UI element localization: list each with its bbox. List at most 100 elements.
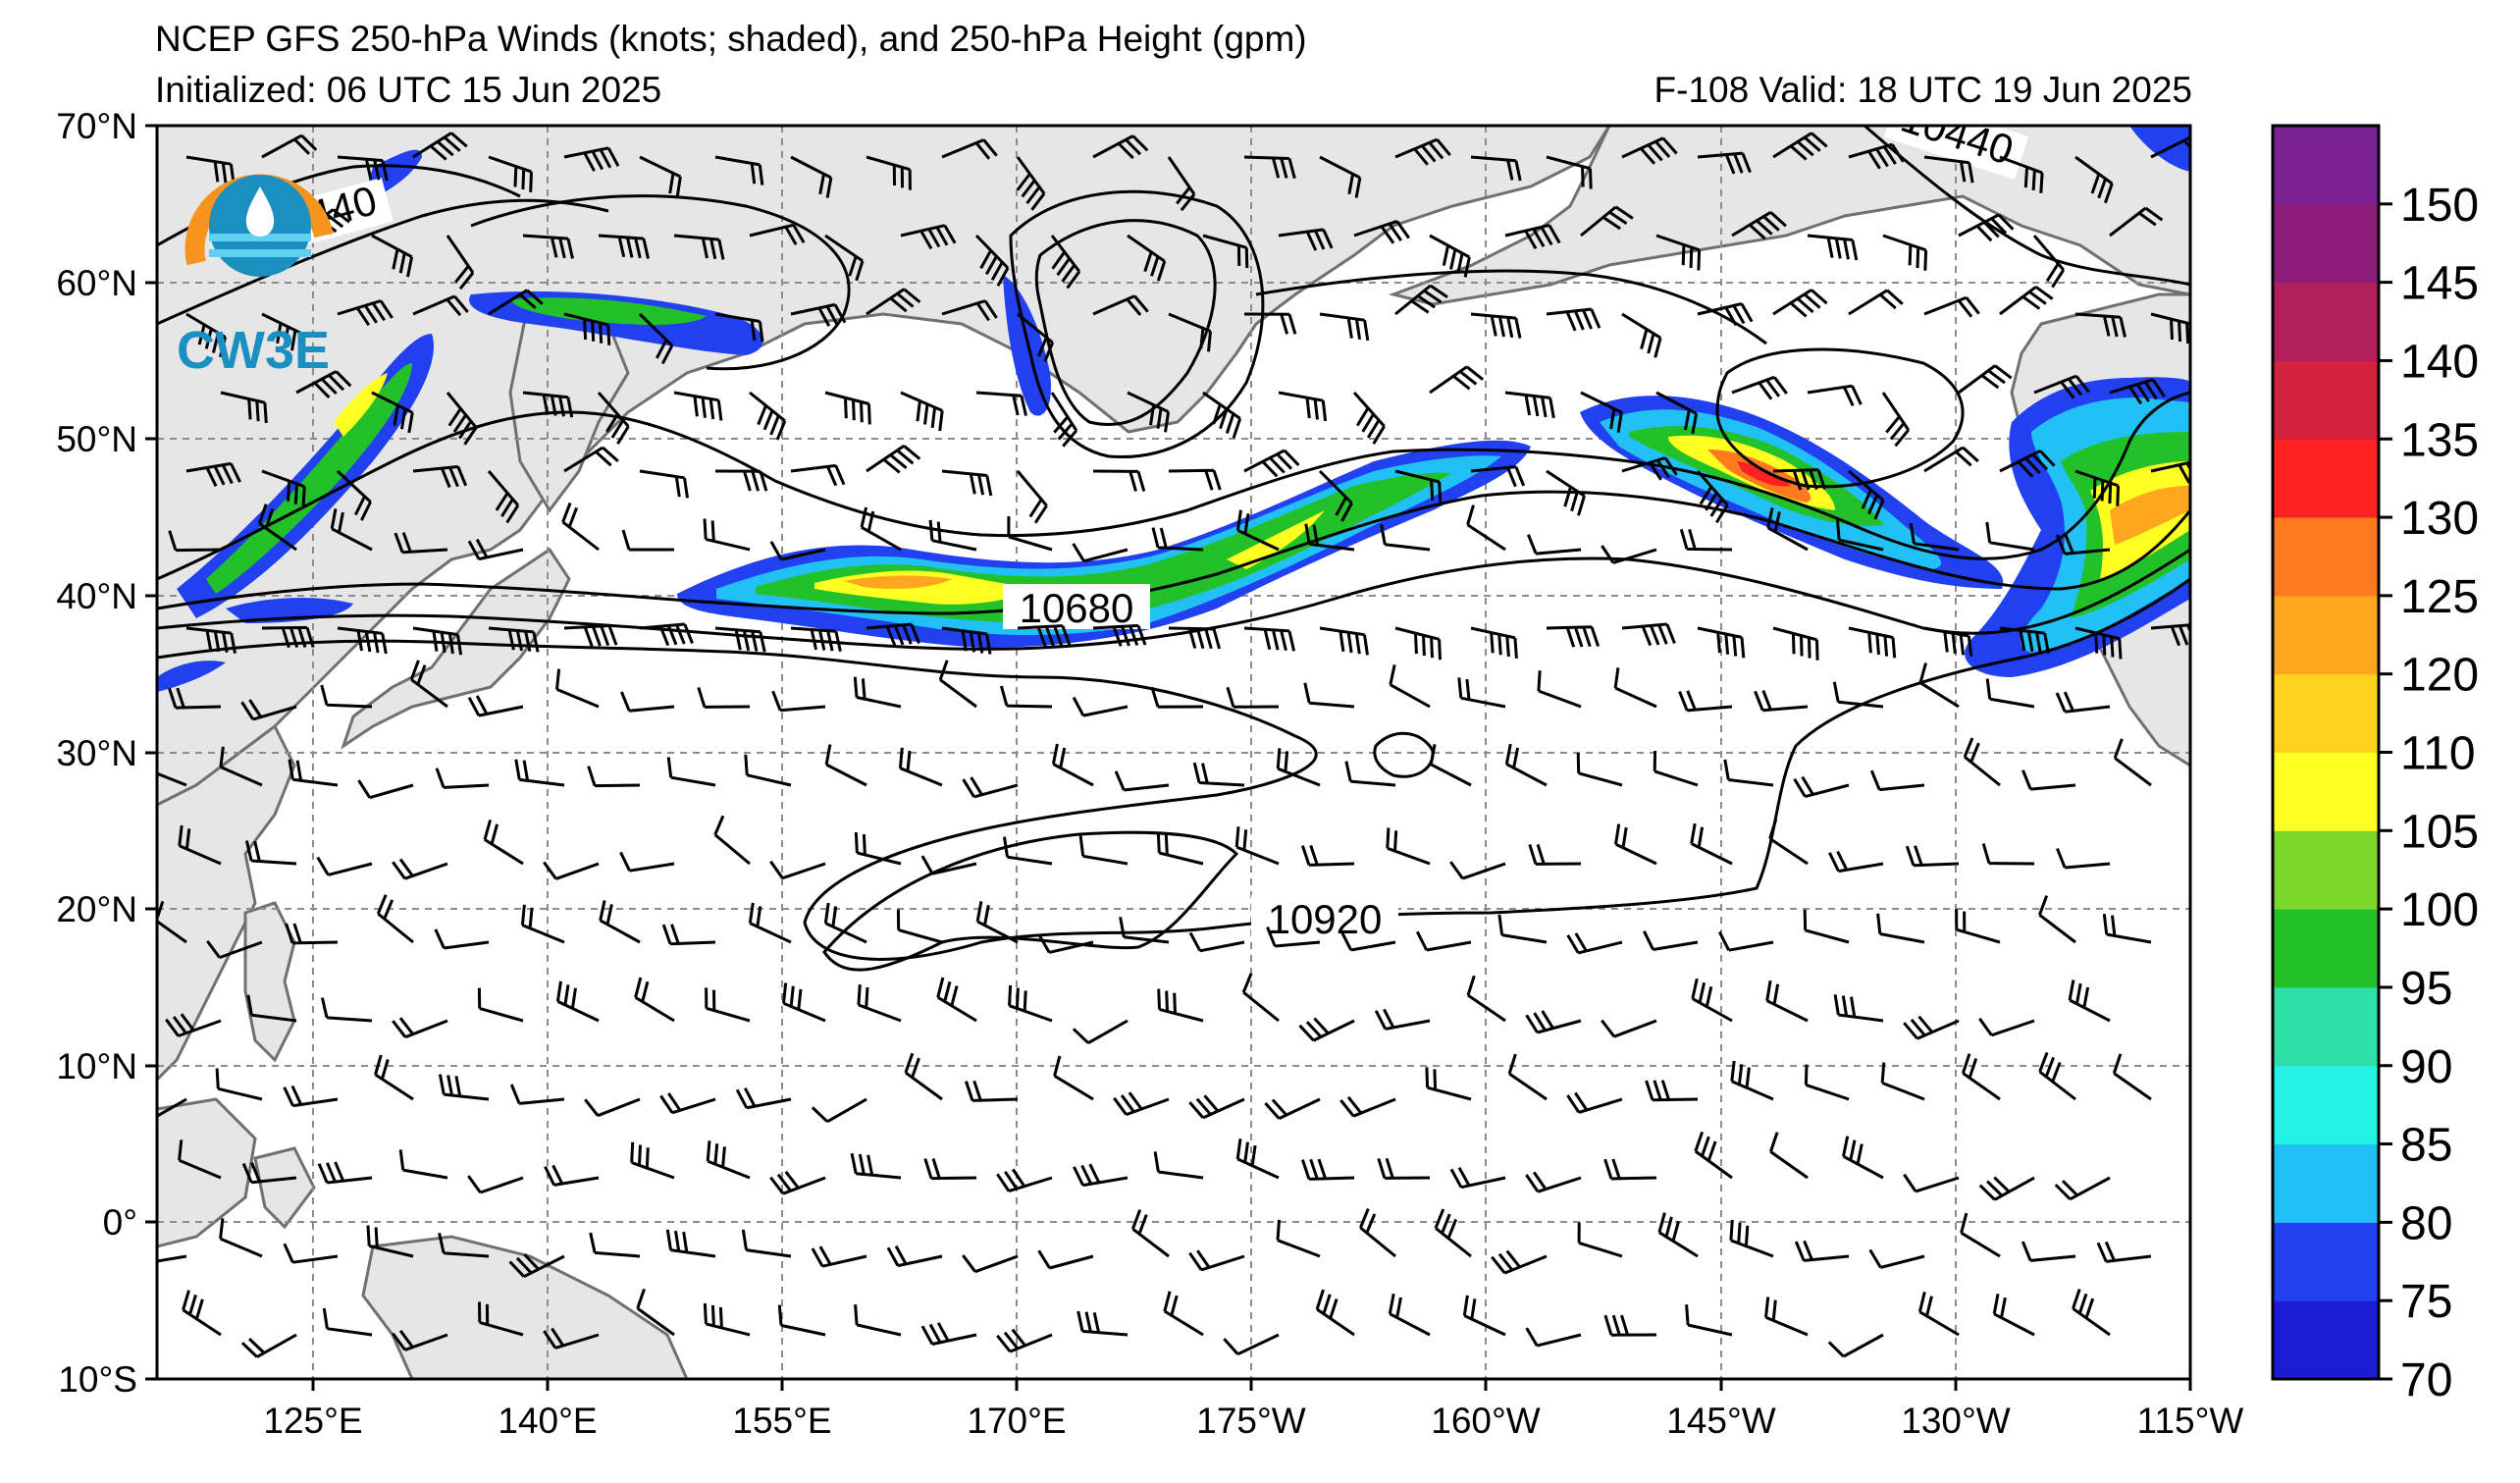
wind-barb — [1566, 1091, 1623, 1114]
wind-barb-shape — [1527, 534, 1582, 556]
wind-barb-shape — [1278, 391, 1328, 422]
wind-barb — [1092, 623, 1147, 647]
wind-barb — [246, 994, 297, 1023]
wind-barb-shape — [1470, 626, 1518, 659]
wind-barb-shape — [283, 1243, 339, 1264]
wind-barb-shape — [1836, 519, 1884, 552]
wind-barb-shape — [584, 1097, 641, 1118]
wind-barb-shape — [1394, 284, 1448, 316]
wind-barb-shape — [563, 146, 620, 172]
colorbar-tick-label: 90 — [2400, 1041, 2452, 1093]
wind-barb — [999, 685, 1053, 709]
wind-barb — [1449, 861, 1506, 880]
wind-barb — [257, 503, 297, 552]
wind-barb-shape — [168, 687, 222, 710]
wind-barb — [1114, 770, 1170, 792]
wind-barb-shape — [1051, 743, 1094, 787]
wind-barb — [2096, 1241, 2152, 1263]
wind-barb — [705, 987, 751, 1023]
wind-barb — [1833, 994, 1884, 1023]
wind-barb — [1394, 626, 1442, 661]
wind-barb-shape — [1848, 142, 1905, 170]
wind-barb-shape — [1243, 626, 1296, 652]
wind-barb-shape — [477, 987, 524, 1023]
wind-barb — [2068, 980, 2111, 1023]
wind-barb-shape — [1603, 1314, 1657, 1337]
wind-barb — [589, 1232, 641, 1258]
wind-barb — [477, 987, 524, 1023]
wind-barb-shape — [599, 900, 641, 944]
wind-barb — [392, 858, 448, 880]
wind-barb — [435, 768, 490, 789]
wind-barb — [1319, 626, 1369, 656]
wind-barb — [790, 302, 847, 327]
wind-barb — [1621, 136, 1678, 165]
wind-barb — [1092, 469, 1146, 492]
wind-barb — [1352, 392, 1386, 445]
wind-barb — [1202, 234, 1249, 269]
wind-barb — [666, 757, 716, 787]
wind-barb — [1546, 469, 1586, 516]
init-time: Initialized: 06 UTC 15 Jun 2025 — [155, 70, 662, 110]
wind-barb-shape — [777, 1304, 826, 1337]
wind-barb — [639, 469, 689, 499]
wind-barb — [1807, 234, 1859, 261]
wind-barb — [1691, 978, 1733, 1023]
wind-barb-shape — [288, 759, 339, 787]
wind-barb — [1729, 1219, 1774, 1258]
wind-barb — [1449, 1166, 1506, 1190]
wind-barb-shape — [1264, 1097, 1321, 1120]
wind-barb-shape — [240, 699, 297, 721]
wind-barb-shape — [1119, 917, 1170, 944]
wind-barb — [975, 391, 1027, 416]
wind-barb-shape — [1655, 391, 1699, 435]
wind-barb-shape — [866, 288, 921, 316]
wind-barb — [1678, 690, 1733, 713]
wind-barb-shape — [1374, 1008, 1431, 1031]
wind-barb — [438, 1074, 490, 1101]
wind-barb-shape — [412, 294, 469, 317]
wind-barb — [1999, 155, 2044, 193]
wind-barb — [1359, 1208, 1396, 1258]
wind-barb-shape — [1504, 223, 1561, 249]
wind-barb — [1300, 1158, 1355, 1181]
wind-barb — [392, 1329, 448, 1351]
wind-barb-shape — [1072, 543, 1129, 563]
wind-barb-shape — [866, 155, 912, 190]
wind-barb — [1389, 663, 1431, 709]
wind-barb-shape — [749, 223, 806, 245]
wind-barb-shape — [320, 684, 373, 709]
wind-barb — [1981, 843, 2035, 866]
wind-barb — [1374, 1008, 1431, 1031]
wind-barb — [1836, 519, 1884, 552]
colorbar-tick-label: 70 — [2400, 1354, 2452, 1406]
lat-label: 20°N — [56, 889, 137, 929]
wind-barb-shape — [1546, 155, 1593, 189]
wind-barb — [661, 924, 716, 946]
wind-barb — [769, 541, 826, 561]
wind-barb — [320, 997, 373, 1023]
wind-barb-shape — [371, 234, 414, 278]
colorbar-swatch — [2273, 126, 2379, 205]
wind-barb-shape — [1992, 1294, 2035, 1337]
wind-barb — [1794, 1240, 1850, 1262]
contour-low-center — [1034, 219, 1217, 427]
wind-barb-shape — [1804, 1064, 1850, 1101]
wind-barb — [962, 1254, 1019, 1274]
wind-barb — [1772, 132, 1828, 161]
map-title: NCEP GFS 250-hPa Winds (knots; shaded), … — [155, 19, 1307, 59]
wind-barb — [964, 1080, 1019, 1102]
colorbar-tick-label: 95 — [2400, 963, 2452, 1015]
wind-barb-shape — [1389, 663, 1431, 709]
wind-barb — [1978, 1017, 2035, 1037]
wind-barb — [2150, 312, 2190, 344]
wind-barb-shape — [857, 983, 902, 1023]
wind-barb-shape — [1168, 312, 1212, 352]
wind-barb — [900, 224, 957, 250]
wind-barb-shape — [1985, 521, 2035, 552]
wind-barb-shape — [1050, 392, 1078, 448]
wind-barb-shape — [1276, 1219, 1321, 1258]
wind-barb-shape — [157, 1097, 187, 1118]
wind-barb-shape — [854, 832, 902, 866]
colorbar-tick-label: 75 — [2400, 1276, 2452, 1328]
